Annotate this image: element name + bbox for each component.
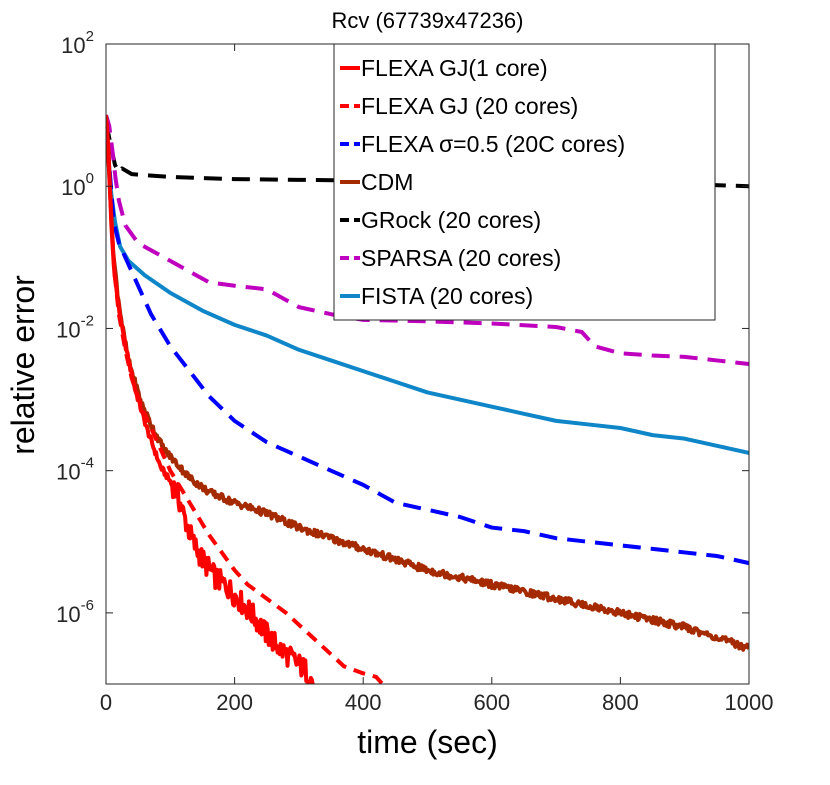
y-tick-base: 10 bbox=[56, 460, 80, 485]
y-tick-label: 10-2 bbox=[56, 312, 94, 342]
y-tick-label: 100 bbox=[61, 170, 94, 200]
legend-label: FLEXA σ=0.5 (20C cores) bbox=[361, 131, 625, 157]
chart-title: Rcv (67739x47236) bbox=[331, 8, 523, 33]
legend-label: GRock (20 cores) bbox=[361, 207, 541, 233]
x-tick-label: 600 bbox=[473, 690, 510, 715]
legend-label: FLEXA GJ(1 core) bbox=[361, 55, 548, 81]
series-line-1 bbox=[106, 114, 384, 684]
series-layer bbox=[106, 114, 749, 684]
legend-label: SPARSA (20 cores) bbox=[361, 245, 561, 271]
x-tick-label: 0 bbox=[100, 690, 112, 715]
y-tick-label: 102 bbox=[61, 28, 94, 58]
y-tick-base: 10 bbox=[56, 602, 80, 627]
legend: FLEXA GJ(1 core) FLEXA GJ (20 cores) FLEXA… bbox=[333, 43, 716, 321]
x-tick-label: 1000 bbox=[725, 690, 774, 715]
y-tick-exponent: 2 bbox=[86, 28, 94, 45]
legend-label: FLEXA GJ (20 cores) bbox=[361, 93, 578, 119]
series-line-5 bbox=[106, 114, 749, 366]
y-axis-label: relative error bbox=[5, 275, 41, 455]
y-tick-base: 10 bbox=[61, 175, 85, 200]
series-line-4 bbox=[106, 121, 749, 189]
legend-box bbox=[333, 43, 716, 321]
y-tick-exponent: 0 bbox=[86, 170, 94, 187]
y-tick-exponent: -6 bbox=[81, 597, 94, 614]
series-line-3 bbox=[106, 116, 749, 652]
x-axis-label: time (sec) bbox=[357, 724, 497, 760]
x-tick-label: 200 bbox=[216, 690, 253, 715]
series-line-6 bbox=[106, 114, 749, 455]
y-tick-exponent: -4 bbox=[81, 455, 94, 472]
legend-label: CDM bbox=[361, 169, 413, 195]
x-tick-label: 800 bbox=[602, 690, 639, 715]
y-tick-base: 10 bbox=[56, 317, 80, 342]
series-line-0 bbox=[106, 116, 315, 684]
y-tick-label: 10-6 bbox=[56, 597, 94, 627]
y-tick-label: 10-4 bbox=[56, 455, 94, 485]
series-line-2 bbox=[106, 114, 749, 566]
y-tick-exponent: -2 bbox=[81, 312, 94, 329]
y-tick-base: 10 bbox=[61, 33, 85, 58]
legend-label: FISTA (20 cores) bbox=[361, 283, 533, 309]
x-tick-label: 400 bbox=[345, 690, 382, 715]
